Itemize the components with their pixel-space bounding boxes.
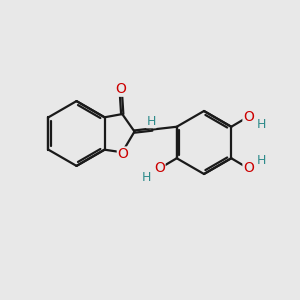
Text: H: H <box>257 118 266 131</box>
Text: O: O <box>243 110 254 124</box>
Text: O: O <box>243 160 254 175</box>
Text: H: H <box>147 115 156 128</box>
Text: O: O <box>115 82 126 96</box>
Text: H: H <box>142 171 151 184</box>
Text: H: H <box>257 154 266 167</box>
Text: O: O <box>154 160 165 175</box>
Text: O: O <box>117 147 128 161</box>
